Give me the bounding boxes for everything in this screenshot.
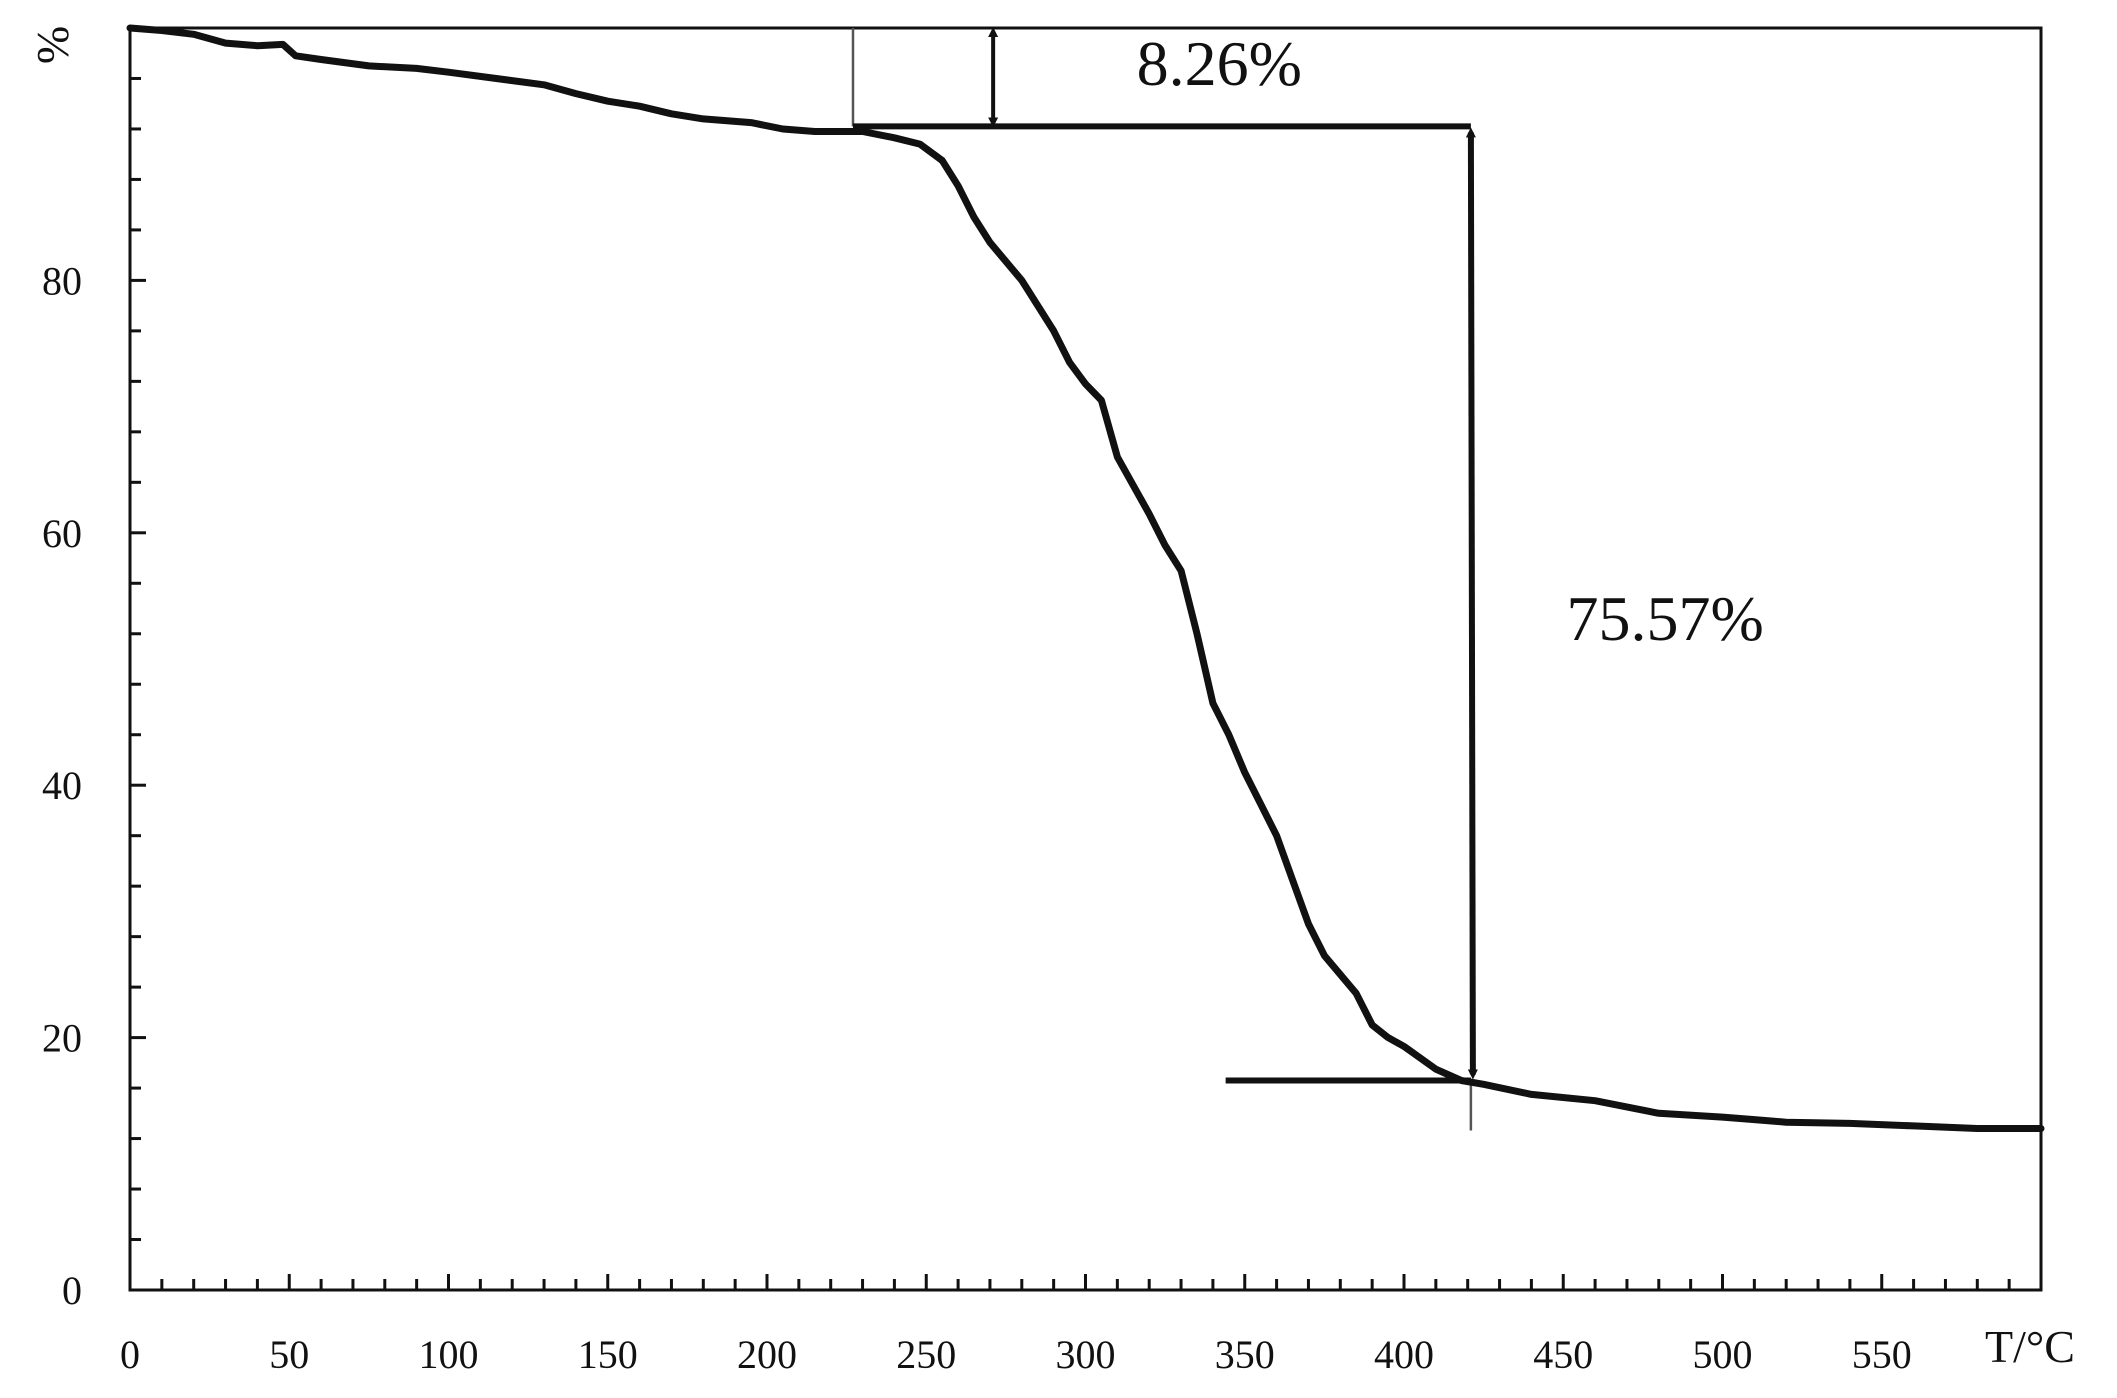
plot-frame bbox=[128, 26, 2043, 1292]
x-axis-label: T/°C bbox=[1985, 1321, 2075, 1372]
x-tick-label: 100 bbox=[419, 1332, 479, 1377]
axis-ticks bbox=[128, 26, 2043, 1292]
x-tick-label: 350 bbox=[1215, 1332, 1275, 1377]
y-tick-label: 80 bbox=[42, 258, 82, 303]
series-line bbox=[126, 24, 2045, 1132]
annotation-label: 75.57% bbox=[1567, 583, 1764, 654]
measurement-arrows bbox=[988, 27, 1478, 1080]
x-tick-label: 300 bbox=[1056, 1332, 1116, 1377]
annotation-label: 8.26% bbox=[1137, 28, 1302, 99]
guide-lines bbox=[851, 28, 1473, 1131]
annotations: 8.26% 75.57% bbox=[1137, 28, 1764, 654]
x-tick-label: 150 bbox=[578, 1332, 638, 1377]
x-tick-label: 400 bbox=[1374, 1332, 1434, 1377]
y-tick-label: 20 bbox=[42, 1016, 82, 1061]
x-tick-label: 500 bbox=[1693, 1332, 1753, 1377]
x-tick-label: 450 bbox=[1533, 1332, 1593, 1377]
x-tick-label: 50 bbox=[269, 1332, 309, 1377]
y-tick-label: 40 bbox=[42, 763, 82, 808]
large-mass-loss-arrow bbox=[1465, 127, 1478, 1080]
y-tick-label: 60 bbox=[42, 511, 82, 556]
y-tick-label: 0 bbox=[62, 1268, 82, 1313]
x-tick-label: 550 bbox=[1852, 1332, 1912, 1377]
x-tick-label: 250 bbox=[896, 1332, 956, 1377]
axis-tick-labels: 0 50 100 150 200 250 300 350 400 450 500 550 0 20 40 60… bbox=[42, 258, 1912, 1377]
x-tick-label: 200 bbox=[737, 1332, 797, 1377]
x-tick-label: 0 bbox=[120, 1332, 140, 1377]
y-axis-label: % bbox=[27, 26, 78, 64]
